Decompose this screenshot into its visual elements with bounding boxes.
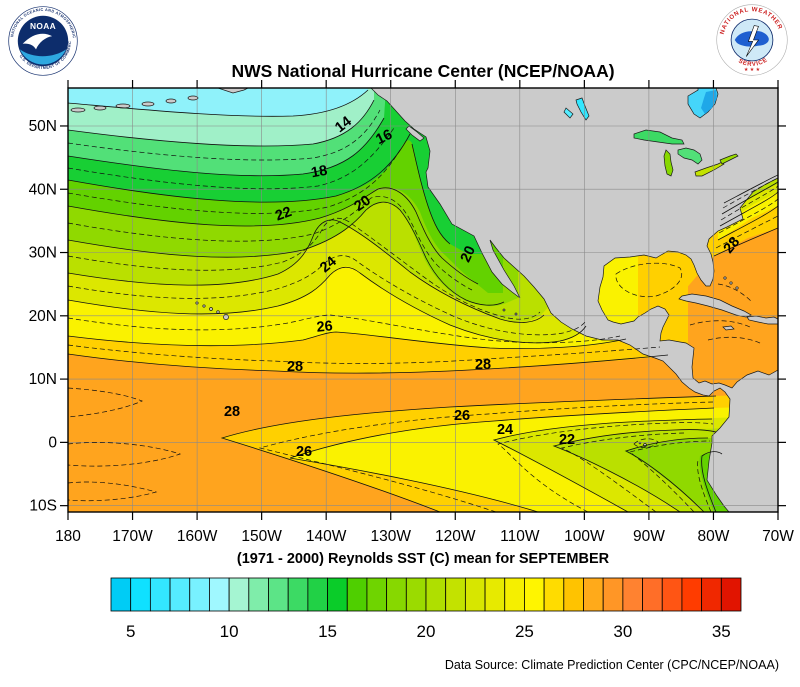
lat-label: 10N (29, 371, 57, 388)
colorbar-cell (169, 577, 191, 612)
noaa-gull-icon (22, 33, 53, 50)
colorbar-cell (346, 577, 368, 612)
colorbar-cell (130, 577, 151, 612)
isotherm-label: 14 (332, 114, 355, 137)
nws-lightning-icon (745, 25, 760, 57)
colorbar-cell (228, 577, 250, 612)
page-title: NWS National Hurricane Center (NCEP/NOAA… (231, 61, 614, 81)
colorbar-cell (405, 577, 427, 612)
nws-stars: ★ ★ ★ (744, 67, 761, 73)
lon-label: 150W (241, 528, 282, 545)
map-frame (67, 87, 779, 513)
isotherm-label: 28 (475, 357, 491, 373)
lon-label: 100W (564, 528, 605, 545)
colorbar-cell (583, 577, 604, 612)
islands (70, 88, 778, 447)
colorbar-cell (701, 577, 722, 612)
isotherm-label: 20 (458, 244, 479, 265)
lat-label: 30N (29, 245, 57, 262)
north-south-america (370, 88, 778, 512)
isotherm-label: 26 (296, 444, 312, 460)
colorbar-cell (149, 577, 171, 612)
lat-label: 0 (48, 434, 57, 451)
isotherm-label: 26 (454, 408, 470, 424)
colorbar-cell (602, 577, 624, 612)
noaa-wordmark: NOAA (30, 21, 56, 31)
lon-label: 70W (762, 528, 794, 545)
colorbar-tick-label: 35 (712, 622, 731, 641)
colorbar: 5 10 15 20 25 30 35 (110, 577, 742, 641)
colorbar-cell (386, 577, 407, 612)
colorbar-cell (189, 577, 210, 612)
colorbar-tick-label: 20 (417, 622, 436, 641)
lon-label: 80W (698, 528, 730, 545)
lat-label: 20N (29, 308, 57, 325)
colorbar-tick-label: 15 (318, 622, 337, 641)
isotherms (68, 89, 778, 512)
axis-layer: 180 170W 160W 150W 140W 130W 120W 110W 100W 90W 80… (29, 80, 794, 545)
colorbar-cell (642, 577, 663, 612)
colorbar-cell (110, 577, 132, 612)
colorbar-cell (209, 577, 230, 612)
lon-label: 170W (112, 528, 153, 545)
lon-label: 180 (55, 528, 81, 545)
colorbar-cell (327, 577, 348, 612)
colorbar-tick-label: 10 (220, 622, 239, 641)
isotherm-label: 18 (310, 163, 329, 182)
lat-label: 40N (29, 181, 57, 198)
data-source-note: Data Source: Climate Prediction Center (… (445, 658, 779, 672)
colorbar-cell (425, 577, 447, 612)
nws-ring-text-bottom: SERVICE (737, 56, 769, 68)
colorbar-cell (445, 577, 466, 612)
lon-label: 160W (177, 528, 218, 545)
noaa-disc (17, 15, 69, 67)
isotherm-label: 22 (559, 432, 575, 448)
colorbar-tick-label: 30 (613, 622, 632, 641)
colorbar-cell (366, 577, 388, 612)
lat-label: 10S (29, 498, 57, 515)
lon-label: 130W (370, 528, 411, 545)
lon-label: 90W (633, 528, 665, 545)
isotherm-label: 28 (224, 404, 240, 420)
lon-label: 140W (306, 528, 347, 545)
land-layer (70, 88, 778, 512)
contour-label-layer: 14 16 18 20 22 24 26 28 28 20 28 26 26 24 22 28 (224, 114, 743, 460)
colorbar-cell (504, 577, 525, 612)
map-panel: 14 16 18 20 22 24 26 28 28 20 28 26 26 24 22 28 (67, 87, 779, 513)
lakes (563, 88, 739, 177)
isotherm-label: 16 (373, 127, 395, 148)
colorbar-cell (268, 577, 289, 612)
lat-label: 50N (29, 118, 57, 135)
isotherm-label: 28 (287, 359, 303, 375)
colorbar-cell (464, 577, 486, 612)
isotherm-label: 28 (721, 234, 744, 257)
colorbar-cell (248, 577, 269, 612)
colorbar-cell (563, 577, 584, 612)
nws-logo: NATIONAL WEATHER SERVICE ★ ★ ★ (716, 4, 788, 76)
colorbar-cell (484, 577, 506, 612)
lon-label: 120W (435, 528, 476, 545)
isotherm-label: 22 (273, 204, 294, 225)
colorbar-cell (307, 577, 328, 612)
noaa-logo: NATIONAL OCEANIC AND ATMOSPHERIC ADMINIS… (6, 3, 78, 76)
isotherm-label: 24 (497, 422, 513, 438)
colorbar-cell (524, 577, 545, 612)
map-subtitle: (1971 - 2000) Reynolds SST (C) mean for … (237, 551, 610, 567)
lon-label: 110W (500, 528, 540, 545)
colorbar-cell (543, 577, 565, 612)
colorbar-cell (287, 577, 309, 612)
isotherm-label: 24 (317, 254, 340, 277)
colorbar-cell (622, 577, 643, 612)
colorbar-cell (720, 577, 742, 612)
isotherm-label: 20 (352, 193, 374, 215)
colorbar-cell (681, 577, 703, 612)
colorbar-cell (661, 577, 683, 612)
colorbar-tick-label: 25 (515, 622, 534, 641)
colorbar-tick-label: 5 (126, 622, 135, 641)
isotherm-label: 26 (316, 318, 333, 335)
